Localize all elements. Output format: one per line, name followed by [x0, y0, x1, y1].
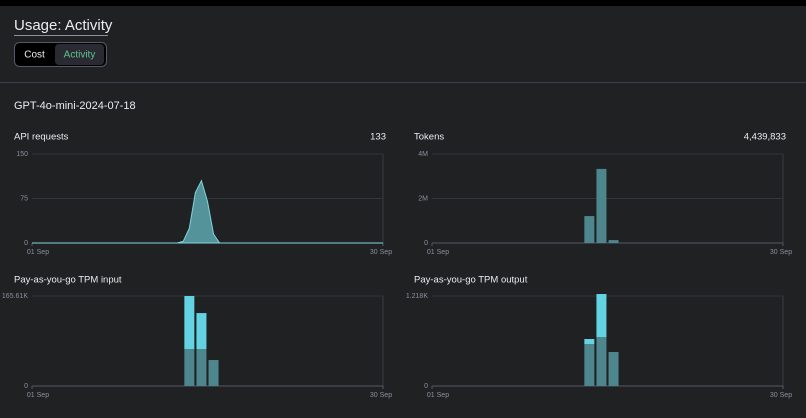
bar	[608, 352, 619, 386]
page-title: Usage: Activity	[14, 17, 113, 34]
bar	[184, 296, 195, 350]
bar	[596, 168, 607, 243]
chart-title: Pay-as-you-go TPM input	[14, 275, 122, 286]
tab[interactable]: Cost	[24, 50, 45, 61]
area	[32, 179, 383, 244]
model-name: GPT-4o-mini-2024-07-18	[14, 100, 136, 112]
y-tick-label: 0	[424, 383, 428, 390]
tab[interactable]: Activity	[64, 50, 96, 61]
y-tick-label: 1.218K	[406, 293, 429, 300]
bar	[584, 216, 595, 243]
chart-title: Pay-as-you-go TPM output	[414, 275, 528, 286]
x-tick-label: 01 Sep	[27, 392, 49, 399]
y-tick-label: 75	[20, 195, 28, 202]
y-tick-label: 165.61K	[2, 293, 28, 300]
y-tick-label: 4M	[418, 151, 428, 158]
bar	[584, 339, 595, 345]
bar	[184, 349, 195, 386]
bar	[608, 240, 619, 243]
bar	[596, 294, 607, 338]
chart-title: Tokens	[414, 132, 444, 143]
x-tick-label: 01 Sep	[427, 392, 449, 399]
bar	[196, 313, 207, 350]
y-tick-label: 2M	[418, 195, 428, 202]
x-tick-label: 30 Sep	[770, 392, 792, 399]
tab-active-bg	[55, 44, 104, 65]
x-tick-label: 30 Sep	[370, 249, 392, 256]
bar	[584, 344, 595, 386]
bar	[596, 337, 607, 386]
x-tick-label: 30 Sep	[370, 392, 392, 399]
y-tick-label: 0	[424, 240, 428, 247]
bar	[196, 349, 207, 386]
y-tick-label: 0	[24, 240, 28, 247]
y-tick-label: 0	[24, 383, 28, 390]
chart-total: 4,439,833	[744, 132, 786, 143]
top-bar	[0, 0, 806, 6]
chart-title: API requests	[14, 132, 69, 143]
y-tick-label: 150	[16, 151, 28, 158]
chart-total: 133	[370, 132, 386, 143]
bar	[208, 360, 219, 386]
x-tick-label: 30 Sep	[770, 249, 792, 256]
x-tick-label: 01 Sep	[27, 249, 49, 256]
x-tick-label: 01 Sep	[427, 249, 449, 256]
